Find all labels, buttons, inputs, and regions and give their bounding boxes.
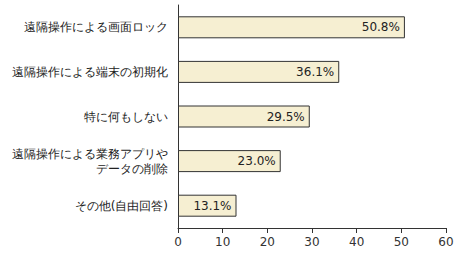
svg-text:30: 30	[304, 235, 319, 249]
svg-text:40: 40	[349, 235, 364, 249]
svg-text:0: 0	[174, 235, 182, 249]
svg-text:23.0%: 23.0%	[238, 154, 276, 168]
svg-text:遠隔操作による画面ロック: 遠隔操作による画面ロック	[24, 20, 168, 34]
svg-text:その他(自由回答): その他(自由回答)	[75, 199, 168, 213]
svg-text:データの削除: データの削除	[96, 162, 168, 176]
svg-text:10: 10	[215, 235, 230, 249]
svg-text:遠隔操作による業務アプリや: 遠隔操作による業務アプリや	[12, 147, 168, 161]
svg-text:29.5%: 29.5%	[267, 110, 305, 124]
svg-text:20: 20	[260, 235, 275, 249]
svg-text:特に何もしない: 特に何もしない	[84, 110, 168, 124]
svg-text:13.1%: 13.1%	[193, 199, 231, 213]
svg-text:36.1%: 36.1%	[296, 65, 334, 79]
svg-text:遠隔操作による端末の初期化: 遠隔操作による端末の初期化	[12, 65, 168, 79]
svg-text:50.8%: 50.8%	[362, 20, 400, 34]
svg-text:50: 50	[394, 235, 409, 249]
svg-text:60: 60	[438, 235, 453, 249]
